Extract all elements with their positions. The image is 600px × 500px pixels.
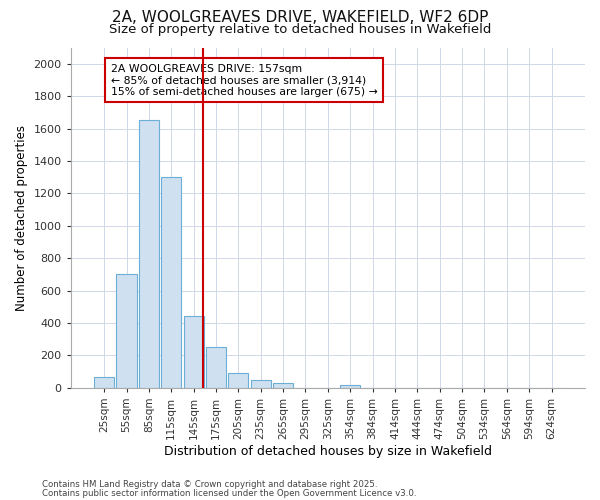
Bar <box>116 274 137 388</box>
Text: 2A WOOLGREAVES DRIVE: 157sqm
← 85% of detached houses are smaller (3,914)
15% of: 2A WOOLGREAVES DRIVE: 157sqm ← 85% of de… <box>111 64 377 97</box>
Bar <box>273 383 293 388</box>
Bar <box>184 316 203 388</box>
Text: Contains public sector information licensed under the Open Government Licence v3: Contains public sector information licen… <box>42 488 416 498</box>
Text: Size of property relative to detached houses in Wakefield: Size of property relative to detached ho… <box>109 22 491 36</box>
Bar <box>139 120 159 388</box>
Text: 2A, WOOLGREAVES DRIVE, WAKEFIELD, WF2 6DP: 2A, WOOLGREAVES DRIVE, WAKEFIELD, WF2 6D… <box>112 10 488 25</box>
Bar <box>229 373 248 388</box>
Bar <box>94 378 114 388</box>
X-axis label: Distribution of detached houses by size in Wakefield: Distribution of detached houses by size … <box>164 444 492 458</box>
Bar <box>161 177 181 388</box>
Bar <box>251 380 271 388</box>
Text: Contains HM Land Registry data © Crown copyright and database right 2025.: Contains HM Land Registry data © Crown c… <box>42 480 377 489</box>
Bar <box>206 348 226 388</box>
Bar <box>340 384 360 388</box>
Y-axis label: Number of detached properties: Number of detached properties <box>15 124 28 310</box>
